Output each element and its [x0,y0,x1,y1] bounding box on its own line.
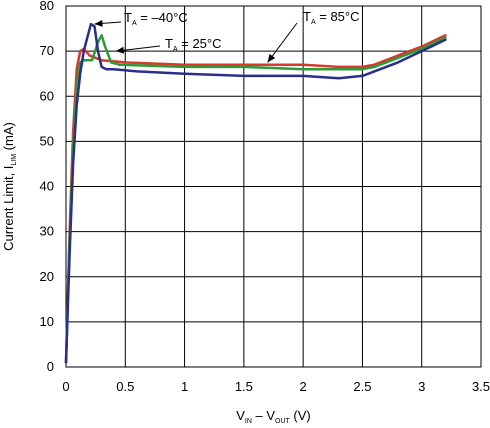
annotation-arrowhead [115,46,125,54]
plot-frame [65,5,482,368]
series-lines [64,22,447,364]
annotation-label: TA = –40°C [124,10,188,27]
y-tick-label: 70 [40,43,54,58]
x-tick-label: 0 [62,379,69,394]
y-axis-label: Current Limit, ILIM (mA) [1,122,18,251]
annotation-arrowhead [267,53,276,63]
grid [66,6,481,367]
y-tick-label: 10 [40,314,54,329]
x-tick-label: 2 [300,379,307,394]
y-tick-label: 50 [40,133,54,148]
y-tick-label: 40 [40,179,54,194]
y-tick-label: 60 [40,88,54,103]
series-line-1 [64,34,447,364]
x-axis-label: VIN – VOUT (V) [236,408,311,425]
x-tick-label: 1.5 [235,379,253,394]
annotation-arrowhead [94,19,103,27]
y-tick-label: 20 [40,269,54,284]
x-tick-label: 0.5 [116,379,134,394]
annotation-arrow [267,22,298,63]
annotation-label: TA = 85°C [303,9,360,26]
x-tick-label: 2.5 [353,379,371,394]
series-line-2 [64,22,447,364]
annotation-label: TA = 25°C [165,36,222,53]
x-tick-label: 3 [418,379,425,394]
series-line-0 [64,34,447,364]
y-tick-label: 0 [47,359,54,374]
y-tick-label: 80 [40,0,54,13]
y-tick-label: 30 [40,224,54,239]
x-tick-label: 3.5 [472,379,490,394]
tick-labels: 0 10 20 30 40 50 60 70 80 0 0.5 1 1.5 2 2.5 3 3.5 [40,0,490,394]
annotations: TA = –40°C TA = 25°C TA = 85°C [94,9,360,63]
x-tick-label: 1 [181,379,188,394]
